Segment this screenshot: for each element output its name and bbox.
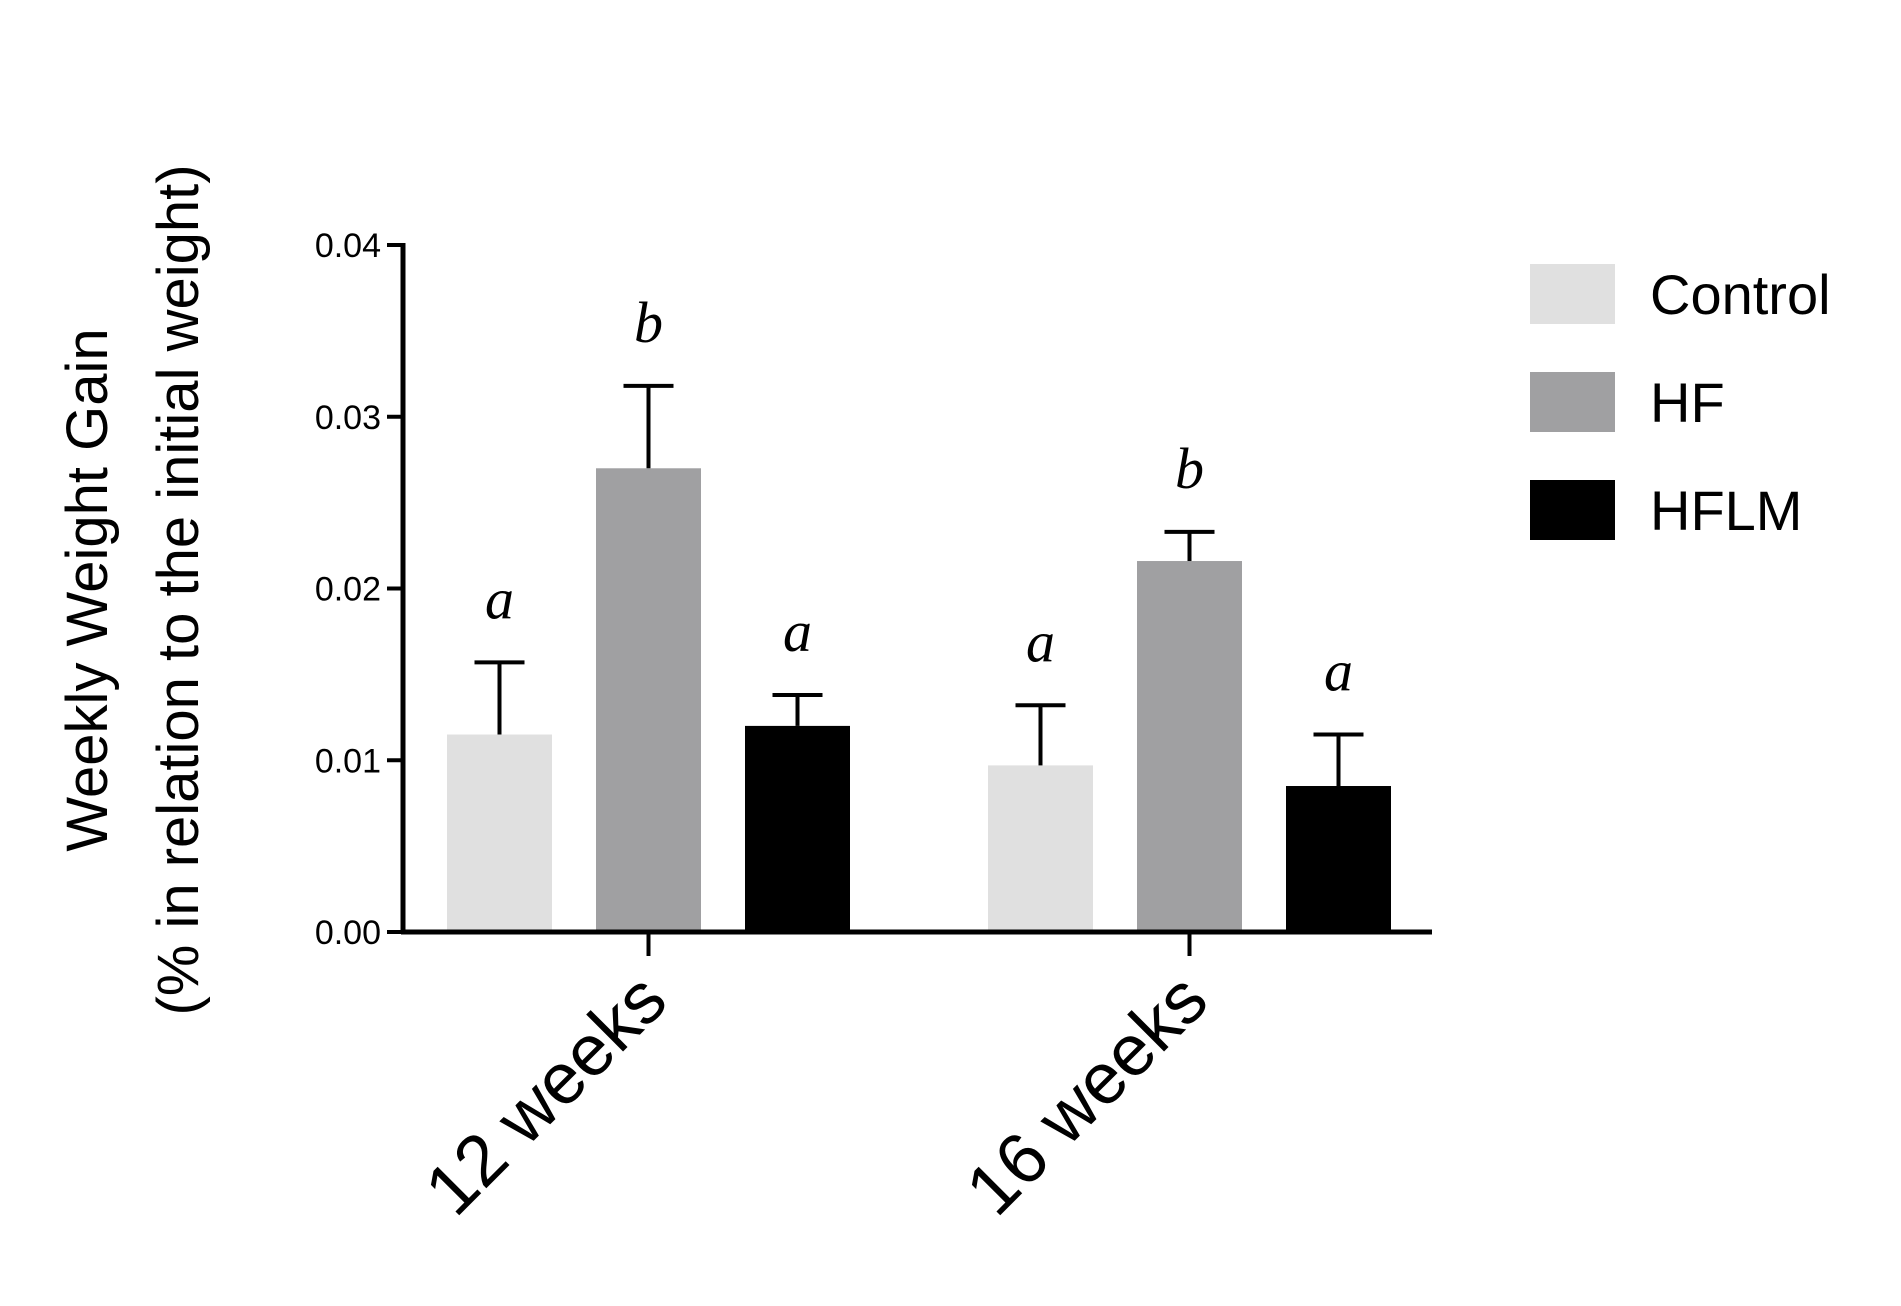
y-tick-label: 0.00 <box>315 914 381 952</box>
bar-hf-2 <box>1137 561 1242 932</box>
legend: Control HF HFLM <box>1530 263 1831 542</box>
axes-layer <box>387 243 1432 956</box>
significance-label-hflm-2: a <box>1324 638 1353 703</box>
legend-label-hf: HF <box>1650 371 1725 434</box>
bar-control-1 <box>447 734 552 932</box>
significance-labels-layer: a b a a b a <box>485 290 1353 704</box>
y-axis-title-line2: (% in relation to the initial weight) <box>146 164 211 1015</box>
y-axis-title: Weekly Weight Gain (% in relation to the… <box>55 164 211 1015</box>
significance-label-hflm-1: a <box>783 599 812 664</box>
error-bars-layer <box>474 383 1364 787</box>
bar-hf-1 <box>596 468 701 932</box>
y-tick-label: 0.01 <box>315 742 381 780</box>
x-category-labels: 12 weeks 16 weeks <box>410 959 1223 1231</box>
y-axis-title-line1: Weekly Weight Gain <box>55 328 120 851</box>
bar-control-2 <box>988 765 1093 932</box>
y-tick-labels: 0.00 0.01 0.02 0.03 0.04 <box>315 227 381 952</box>
significance-label-hf-1: b <box>634 290 663 355</box>
y-tick-label: 0.03 <box>315 399 381 437</box>
legend-swatch-hflm <box>1530 480 1615 540</box>
significance-label-hf-2: b <box>1175 436 1204 501</box>
y-tick-label: 0.04 <box>315 227 381 265</box>
bars-layer <box>447 468 1391 932</box>
legend-label-hflm: HFLM <box>1650 479 1802 542</box>
x-category-label: 16 weeks <box>951 959 1223 1231</box>
bar-hflm-1 <box>745 725 850 932</box>
legend-label-control: Control <box>1650 263 1831 326</box>
significance-label-control-1: a <box>485 566 514 631</box>
legend-swatch-control <box>1530 264 1615 324</box>
legend-swatch-hf <box>1530 372 1615 432</box>
bar-hflm-2 <box>1286 786 1391 932</box>
y-tick-label: 0.02 <box>315 571 381 609</box>
significance-label-control-2: a <box>1026 609 1055 674</box>
x-category-label: 12 weeks <box>410 959 682 1231</box>
